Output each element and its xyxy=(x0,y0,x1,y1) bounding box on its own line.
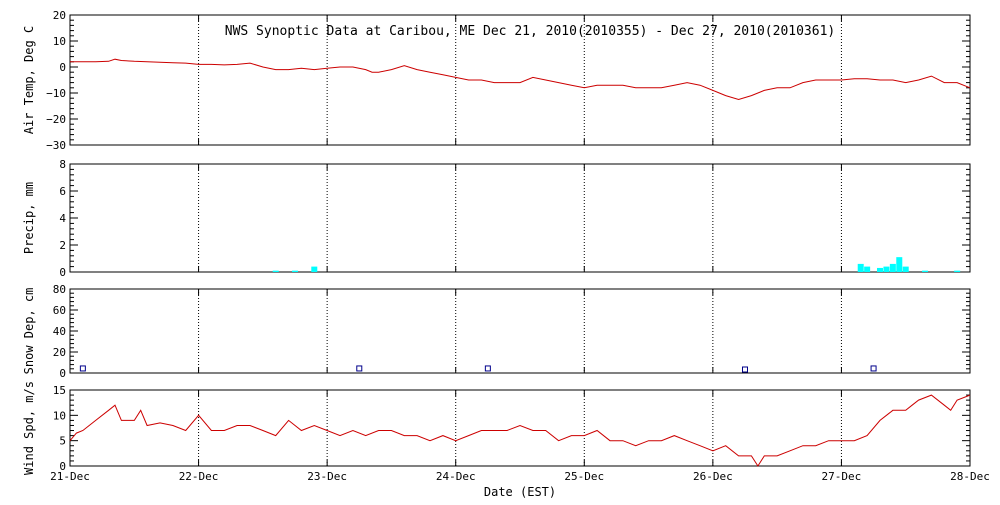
x-tick-label: 22-Dec xyxy=(179,470,219,483)
panel-3: 0 5 10 15 Wind Spd, m/s xyxy=(22,381,971,475)
y-tick-label: 0 xyxy=(59,61,66,74)
precip-bar xyxy=(292,270,298,272)
panel-frame xyxy=(69,14,971,146)
x-tick-label: 21-Dec xyxy=(50,470,90,483)
y-tick-label: 80 xyxy=(53,283,66,296)
x-tick-label: 28-Dec xyxy=(950,470,990,483)
precip-bar xyxy=(864,266,871,272)
x-axis-label: Date (EST) xyxy=(484,485,556,499)
y-tick-label: 5 xyxy=(59,435,66,448)
y-tick-label: 0 xyxy=(59,367,66,380)
y-tick-label: 0 xyxy=(59,460,66,473)
series-line xyxy=(69,394,971,467)
x-tick-label: 24-Dec xyxy=(436,470,476,483)
y-tick-label: 0 xyxy=(59,266,66,279)
y-tick-label: 20 xyxy=(53,346,66,359)
precip-bar xyxy=(883,266,890,272)
snow-depth-marker xyxy=(356,365,363,372)
y-tick-label: 20 xyxy=(53,9,66,22)
y-tick-label: 4 xyxy=(59,212,66,225)
y-tick-label: −20 xyxy=(46,113,66,126)
precip-bar xyxy=(272,270,279,272)
y-tick-label: 10 xyxy=(53,409,66,422)
snow-depth-marker xyxy=(484,365,491,372)
y-tick-label: 2 xyxy=(59,239,66,252)
snow-depth-marker xyxy=(742,366,748,373)
precip-bar xyxy=(857,263,864,272)
panel-frame xyxy=(69,163,971,273)
panel-1: 0 2 4 6 8 Precip, mm xyxy=(22,158,971,279)
snow-depth-marker xyxy=(79,365,86,372)
precip-bar xyxy=(311,266,318,272)
precip-bar xyxy=(922,270,928,272)
y-tick-label: 10 xyxy=(53,35,66,48)
chart-title: NWS Synoptic Data at Caribou, ME Dec 21,… xyxy=(225,24,835,39)
x-tick-label: 25-Dec xyxy=(564,470,604,483)
y-axis-label: Snow Dep, cm xyxy=(22,288,36,375)
series-line xyxy=(70,58,971,101)
y-tick-label: 60 xyxy=(53,304,66,317)
snow-depth-marker xyxy=(870,365,877,372)
y-tick-label: −30 xyxy=(46,139,66,152)
y-tick-label: 40 xyxy=(53,325,66,338)
precip-bar xyxy=(877,267,883,272)
y-tick-label: 8 xyxy=(59,158,66,171)
y-axis-label: Precip, mm xyxy=(22,182,36,254)
y-axis-label: Air Temp, Deg C xyxy=(22,26,36,134)
panel-frame xyxy=(69,389,971,467)
y-tick-label: −10 xyxy=(46,87,66,100)
x-tick-label: 27-Dec xyxy=(822,470,862,483)
precip-bar xyxy=(902,266,909,272)
y-tick-label: 15 xyxy=(53,384,66,397)
precip-bar xyxy=(896,257,903,272)
panel-2: 0 20 40 60 80 Snow Dep, cm xyxy=(22,283,971,380)
y-tick-label: 6 xyxy=(59,185,66,198)
x-tick-label: 26-Dec xyxy=(693,470,733,483)
panel-frame xyxy=(69,288,971,374)
precip-bar xyxy=(954,270,961,272)
precip-bar xyxy=(889,263,896,272)
y-axis-label: Wind Spd, m/s xyxy=(22,381,36,475)
panel-0: −30 −20 −10 0 10 20 Air Temp, Deg C xyxy=(22,9,971,152)
x-tick-label: 23-Dec xyxy=(307,470,347,483)
